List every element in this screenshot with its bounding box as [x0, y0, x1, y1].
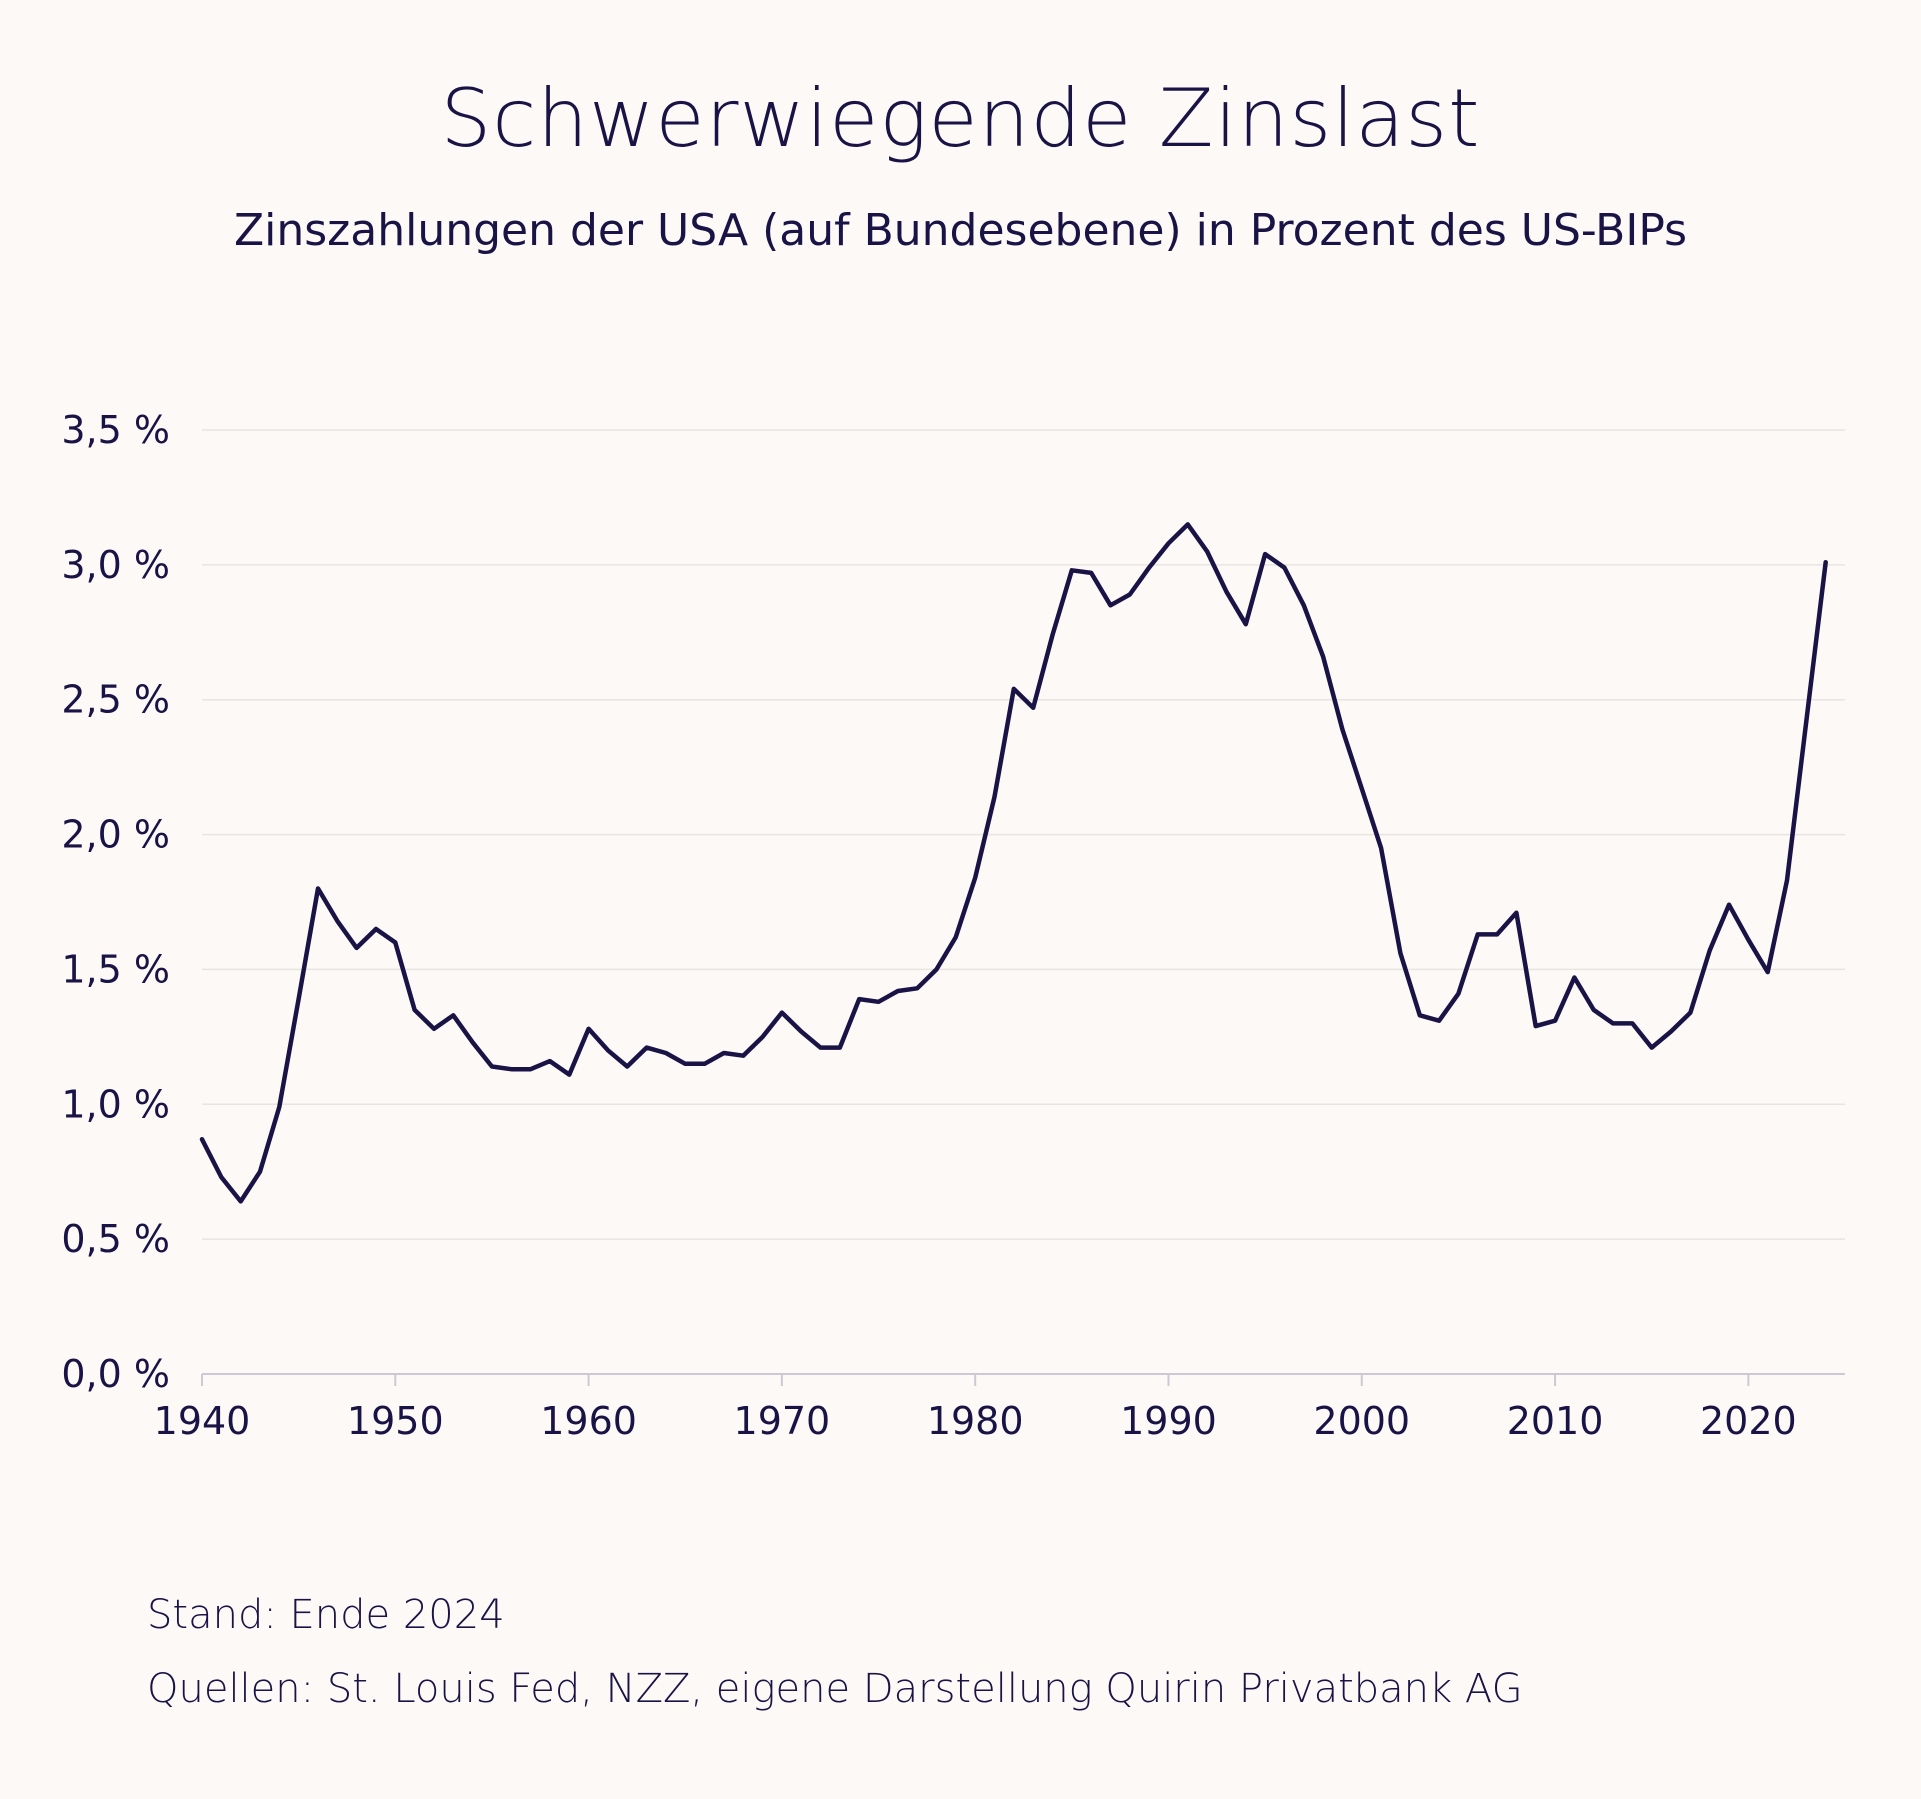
series [199, 522, 1828, 1204]
y-tick-label: 3,0 % [61, 543, 170, 587]
chart-subtitle: Zinszahlungen der USA (auf Bundesebene) … [233, 205, 1688, 256]
x-tick-label: 1950 [347, 1399, 444, 1443]
footer-stand: Stand: Ende 2024 [147, 1592, 505, 1638]
x-tick-label: 1990 [1120, 1399, 1217, 1443]
x-tick-label: 2000 [1313, 1399, 1410, 1443]
grid-lines [202, 429, 1845, 1240]
series-line [199, 522, 1828, 1204]
y-tick-label: 1,5 % [61, 947, 170, 991]
y-tick-label: 0,0 % [61, 1352, 170, 1396]
y-tick-label: 2,5 % [61, 678, 170, 722]
x-tick-label: 2010 [1507, 1399, 1604, 1443]
x-tick-label: 1960 [540, 1399, 637, 1443]
y-tick-label: 3,5 % [61, 408, 170, 452]
chart-title: Schwerwiegende Zinslast [440, 72, 1481, 165]
x-tick-label: 1940 [154, 1399, 251, 1443]
axes [201, 1373, 1845, 1386]
x-tick-label: 2020 [1700, 1399, 1797, 1443]
y-tick-label: 1,0 % [61, 1082, 170, 1126]
x-tick-label: 1970 [734, 1399, 831, 1443]
y-tick-label: 0,5 % [61, 1217, 170, 1261]
footer-sources: Quellen: St. Louis Fed, NZZ, eigene Dars… [147, 1666, 1523, 1712]
x-tick-labels: 1940 1950 1960 1970 1980 1990 2000 2010 2020 [154, 1399, 1797, 1443]
x-tick-label: 1980 [927, 1399, 1024, 1443]
y-tick-labels: 0,0 % 0,5 % 1,0 % 1,5 % 2,0 % 2,5 % 3,0 % 3,5 % [61, 408, 170, 1396]
y-tick-label: 2,0 % [61, 813, 170, 857]
